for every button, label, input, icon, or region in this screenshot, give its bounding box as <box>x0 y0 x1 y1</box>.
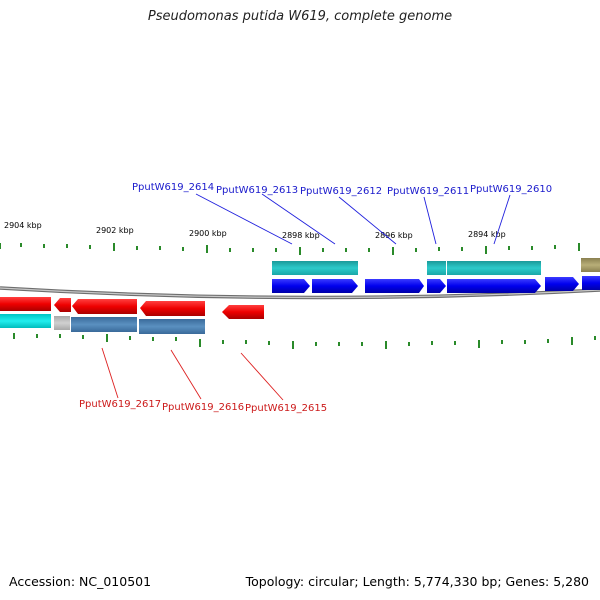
bottom-label-leaders <box>101 347 284 401</box>
gene-arrow-PputW619_2614 <box>272 279 310 293</box>
gene-arrow <box>545 277 579 291</box>
gene-label-PputW619_2615: PputW619_2615 <box>245 403 327 414</box>
cds-feature <box>71 317 137 332</box>
kbp-label: 2902 kbp <box>96 226 134 235</box>
gene-label-PputW619_2614: PputW619_2614 <box>132 182 214 193</box>
gene-arrow-PputW619_2610 <box>447 279 541 293</box>
cds-feature <box>427 261 446 275</box>
forward-gene-track[interactable] <box>272 276 600 293</box>
reverse-gene-track[interactable] <box>0 297 264 319</box>
map-title: Pseudomonas putida W619, complete genome <box>147 9 453 24</box>
genome-backbone-inner <box>0 287 600 299</box>
gene-label-PputW619_2616: PputW619_2616 <box>162 402 244 413</box>
kbp-label: 2894 kbp <box>468 230 506 239</box>
kbp-label: 2900 kbp <box>189 229 227 238</box>
leader-line <box>170 349 202 400</box>
gene-arrow-PputW619_2611 <box>427 279 446 293</box>
lower-tick-row <box>13 333 596 349</box>
cds-feature <box>447 261 541 275</box>
leader-line <box>101 347 119 399</box>
leader-line <box>195 193 293 245</box>
gene-arrow <box>0 297 51 311</box>
kbp-label: 2898 kbp <box>282 231 320 240</box>
cds-feature <box>139 319 205 334</box>
gene-label-PputW619_2612: PputW619_2612 <box>300 186 382 197</box>
cds-feature <box>272 261 358 275</box>
gene-label-PputW619_2617: PputW619_2617 <box>79 399 161 410</box>
genome-summary: Topology: circular; Length: 5,774,330 bp… <box>245 574 589 589</box>
cds-feature <box>0 314 51 328</box>
leader-line <box>423 196 437 245</box>
gene-arrow-PputW619_2616 <box>140 301 205 316</box>
gene-arrow-PputW619_2617 <box>72 299 137 314</box>
cds-feature <box>581 258 600 272</box>
upper-tick-row <box>0 243 580 255</box>
leader-line <box>338 196 397 245</box>
reverse-cds-track <box>0 314 205 334</box>
kbp-label: 2904 kbp <box>4 221 42 230</box>
gene-arrow-PputW619_2612 <box>365 279 424 293</box>
leader-line <box>261 193 336 245</box>
forward-cds-track <box>272 258 600 275</box>
top-label-leaders <box>195 193 511 245</box>
gene-label-PputW619_2611: PputW619_2611 <box>387 186 469 197</box>
accession-text: Accession: NC_010501 <box>9 574 152 589</box>
kbp-label: 2896 kbp <box>375 231 413 240</box>
gene-arrow-PputW619_2615 <box>222 305 264 319</box>
gene-label-PputW619_2613: PputW619_2613 <box>216 185 298 196</box>
gene-arrow <box>54 298 71 312</box>
cds-feature <box>54 316 70 330</box>
gene-arrow-PputW619_2613 <box>312 279 358 293</box>
gene-label-PputW619_2610: PputW619_2610 <box>470 184 552 195</box>
leader-line <box>493 194 511 245</box>
leader-line <box>240 352 284 401</box>
gene-arrow <box>582 276 600 290</box>
